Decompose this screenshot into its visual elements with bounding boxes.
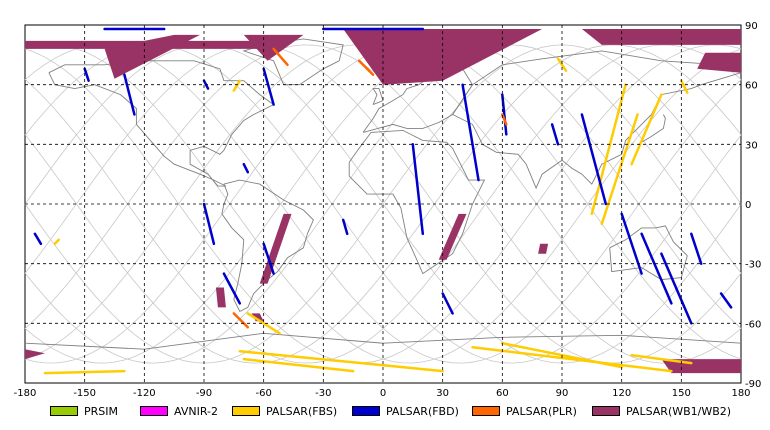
- fbd-swath: [580, 113, 608, 206]
- lon-tick-label: 0: [380, 388, 386, 399]
- lon-tick-label: 150: [672, 388, 691, 399]
- lat-tick-label: -30: [745, 260, 761, 271]
- fbs-swath: [53, 238, 61, 246]
- wb-swath: [697, 52, 741, 73]
- legend-item: AVNIR-2: [140, 404, 218, 418]
- fbs-swath: [471, 345, 673, 373]
- lon-tick-label: 30: [436, 388, 449, 399]
- lat-tick-label: 0: [745, 200, 751, 211]
- legend-label: PALSAR(WB1/WB2): [626, 404, 732, 418]
- coastline: [641, 114, 666, 143]
- fbd-swath: [660, 252, 693, 325]
- fbs-swath: [238, 349, 444, 373]
- wb-swath: [251, 313, 264, 322]
- fbs-swath: [630, 93, 663, 166]
- legend-swatch: [232, 406, 260, 416]
- coastline: [451, 50, 743, 190]
- plr-swath: [501, 113, 508, 126]
- wb-swath: [581, 29, 741, 45]
- lat-tick-label: 90: [745, 21, 758, 32]
- fbs-swath: [246, 312, 281, 335]
- fbd-swath: [222, 272, 242, 305]
- legend: PRSIM AVNIR-2 PALSAR(FBS) PALSAR(FBD) PALSAR…: [0, 398, 770, 424]
- legend-item: PALSAR(FBS): [232, 404, 337, 418]
- legend-item: PALSAR(FBD): [352, 404, 459, 418]
- fbd-swath: [341, 218, 349, 236]
- legend-item: PALSAR(WB1/WB2): [592, 404, 731, 418]
- fbd-swath: [550, 123, 560, 146]
- lon-tick-label: 90: [556, 388, 569, 399]
- wb-swath: [25, 349, 45, 360]
- lon-tick-label: -60: [255, 388, 271, 399]
- fbd-swath: [83, 67, 90, 82]
- lon-tick-label: -30: [315, 388, 331, 399]
- fbd-swath: [33, 232, 43, 246]
- legend-swatch: [50, 406, 78, 416]
- fbd-swath: [719, 292, 733, 309]
- wb-swath: [259, 213, 292, 284]
- lon-tick-label: 60: [496, 388, 509, 399]
- fbd-swath: [262, 67, 275, 106]
- lat-tick-label: 30: [745, 140, 758, 151]
- longitude-ticks: -180 -150 -120 -90 -60 -30 0 30 60 90 120 150 180: [14, 388, 751, 399]
- fbs-swath: [232, 79, 242, 92]
- legend-swatch: [472, 406, 500, 416]
- wb-swath: [215, 287, 226, 308]
- fbd-swath: [202, 202, 216, 246]
- plr-swath: [357, 59, 375, 76]
- legend-label: PALSAR(PLR): [506, 404, 577, 418]
- plr-swath: [272, 47, 289, 67]
- fbd-swath: [640, 232, 673, 305]
- graticule: [25, 25, 741, 383]
- legend-swatch: [352, 406, 380, 416]
- fbd-swath: [123, 73, 136, 116]
- orbit-track: [24, 44, 742, 364]
- fbd-swath: [242, 162, 250, 174]
- fbs-swath: [590, 83, 627, 216]
- wb-swath: [538, 243, 549, 254]
- lat-tick-label: 60: [745, 81, 758, 92]
- fbs-swath: [242, 357, 355, 373]
- lon-tick-label: -180: [14, 388, 37, 399]
- fbd-swath: [262, 242, 275, 275]
- fbs-swath: [43, 369, 126, 375]
- fbs-swath: [680, 79, 689, 94]
- legend-label: PALSAR(FBS): [266, 404, 338, 418]
- lon-tick-label: 180: [731, 388, 750, 399]
- lon-tick-label: -120: [133, 388, 156, 399]
- fbd-swath: [690, 232, 703, 265]
- fbd-swath: [411, 143, 425, 236]
- wb-swath: [438, 213, 467, 260]
- lat-tick-label: -60: [745, 319, 761, 330]
- coastline: [242, 38, 344, 86]
- lon-tick-label: -90: [196, 388, 212, 399]
- fbd-swath: [501, 93, 508, 136]
- latitude-ticks: 90 60 30 0 -30 -60 -90: [745, 21, 761, 390]
- legend-label: PALSAR(FBD): [386, 404, 459, 418]
- legend-swatch: [592, 406, 620, 416]
- wb-swath: [104, 34, 200, 79]
- fbs-swath: [556, 57, 568, 72]
- lon-tick-label: 120: [612, 388, 631, 399]
- legend-swatch: [140, 406, 168, 416]
- legend-item: PRSIM: [50, 404, 118, 418]
- lat-tick-label: -90: [745, 379, 761, 390]
- legend-label: AVNIR-2: [174, 404, 218, 418]
- fbs-swath: [600, 113, 639, 226]
- plr-swath: [232, 312, 250, 329]
- coastline: [48, 60, 275, 187]
- coastline: [348, 129, 486, 275]
- coastline: [609, 225, 688, 281]
- fbd-swath: [441, 292, 454, 315]
- legend-item: PALSAR(PLR): [472, 404, 577, 418]
- lon-tick-label: -150: [73, 388, 96, 399]
- fbd-swath: [461, 83, 480, 182]
- legend-label: PRSIM: [84, 404, 118, 418]
- coastline: [372, 88, 384, 106]
- coastline: [221, 179, 314, 313]
